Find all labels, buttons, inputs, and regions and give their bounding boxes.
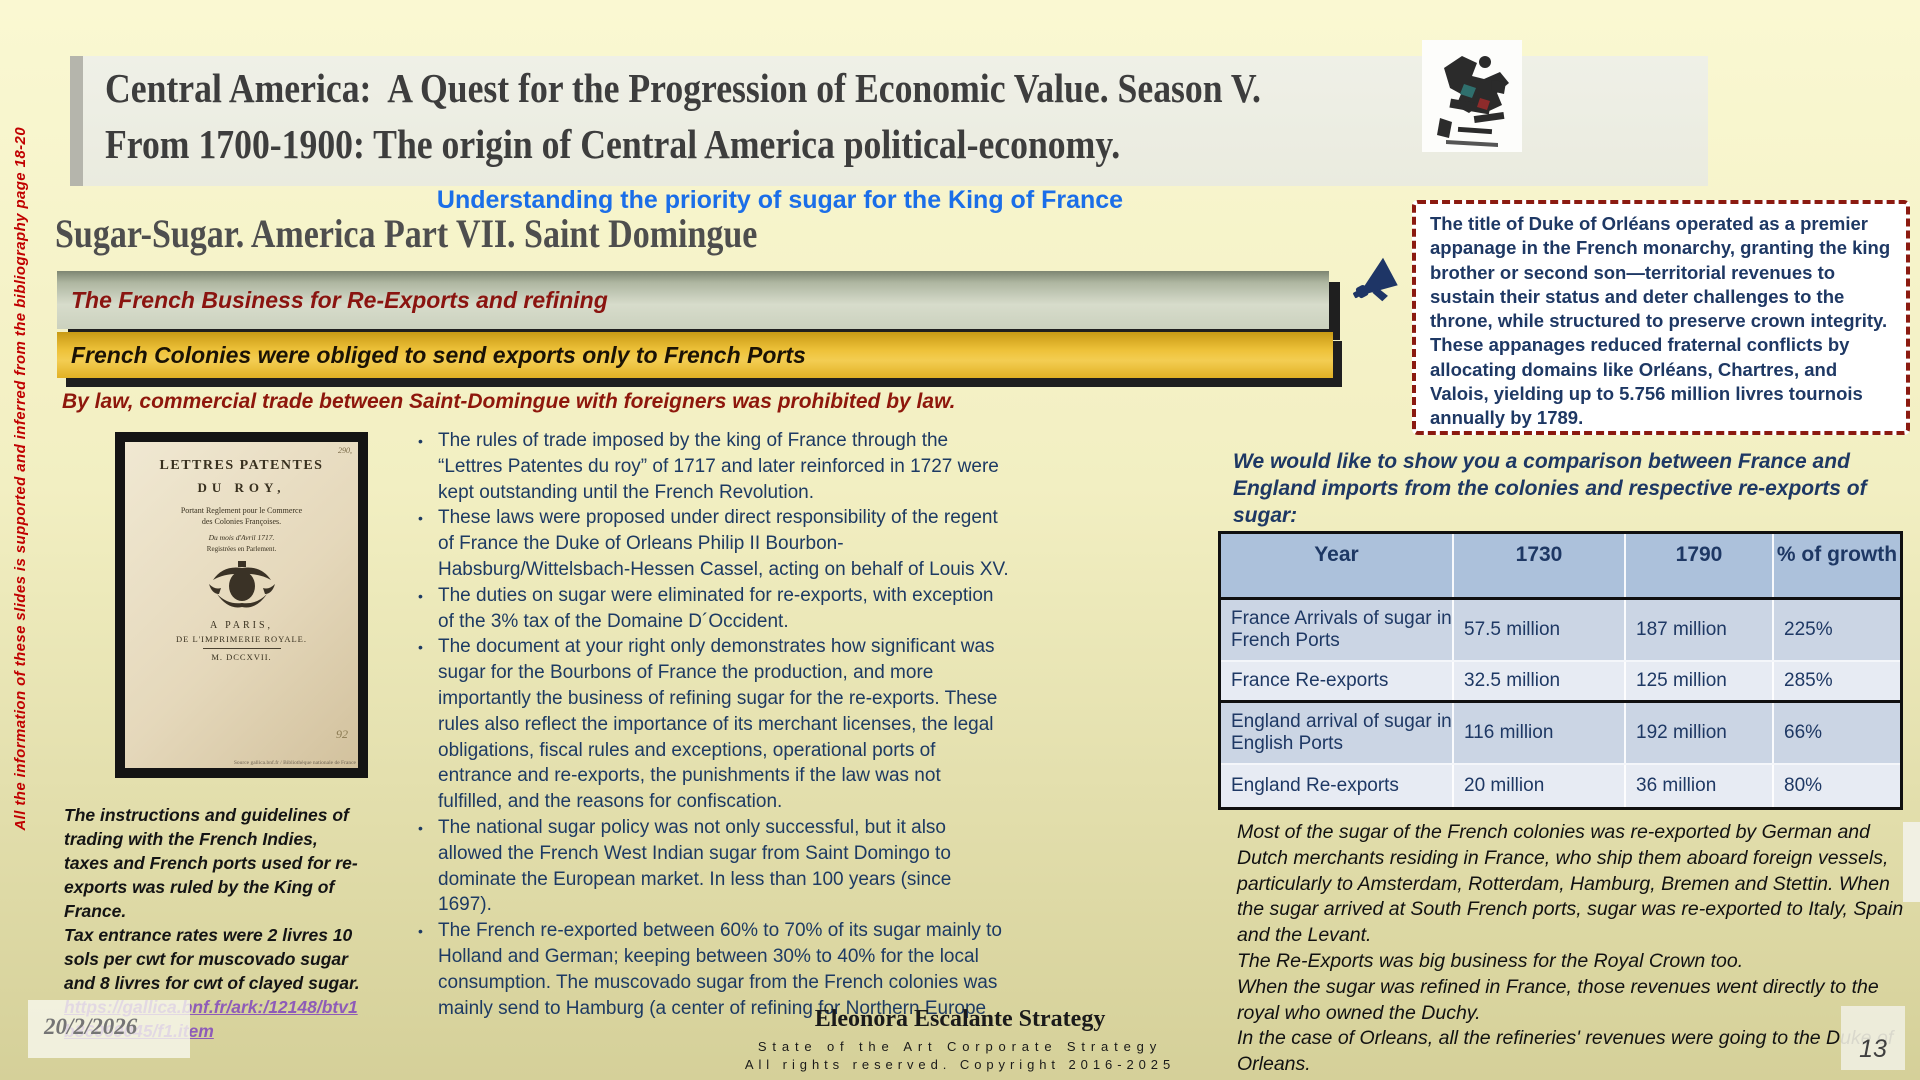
law-statement: By law, commercial trade between Saint-D… — [62, 390, 956, 413]
document-sub1: Portant Reglement pour le Commerce — [180, 506, 303, 515]
page-number-box: 13 — [1841, 1006, 1905, 1070]
yellow-banner-text: French Colonies were obliged to send exp… — [71, 341, 806, 368]
caption-text2: Tax entrance rates were 2 livres 10 sols… — [64, 925, 360, 993]
bullet-item: • The French re-exported between 60% to 7… — [418, 918, 1010, 1021]
row-label: France Arrivals of sugar in French Ports — [1221, 600, 1454, 660]
date-box: 20/2/2026 — [28, 1000, 190, 1058]
sidebar-note-text: All the information of these slides is s… — [11, 127, 29, 831]
table-row: England arrival of sugar in English Port… — [1221, 703, 1900, 765]
footer-tagline: State of the Art Corporate Strategy — [757, 1039, 1163, 1054]
document-rule — [202, 648, 281, 649]
document-title: LETTRES PATENTES — [159, 458, 324, 473]
document-source-strip: Source gallica.bnf.fr / Bibliothèque nat… — [233, 760, 356, 766]
bullet-marker-icon: • — [418, 639, 423, 656]
bullet-text: These laws were proposed under direct re… — [438, 507, 1009, 580]
table-header: Year — [1221, 534, 1454, 597]
cell-1790: 187 million — [1626, 600, 1774, 660]
footer: Eleonora Escalante Strategy State of the… — [560, 1006, 1360, 1072]
cell-1730: 32.5 million — [1454, 662, 1626, 700]
bullet-marker-icon: • — [418, 510, 423, 527]
table-header: 1730 — [1454, 534, 1626, 597]
bullet-text: The rules of trade imposed by the king o… — [438, 430, 999, 503]
table-header: 1790 — [1626, 534, 1774, 597]
bullet-text: The national sugar policy was not only s… — [438, 816, 952, 916]
bullet-item: • The duties on sugar were eliminated for… — [418, 583, 1010, 635]
bullet-list: • The rules of trade imposed by the king … — [418, 428, 1010, 1021]
cell-1790: 192 million — [1626, 703, 1774, 763]
paragraph-part: The Re-Exports was big business for the … — [1237, 949, 1744, 972]
row-label: England Re-exports — [1221, 765, 1454, 807]
cell-growth: 285% — [1784, 670, 1833, 691]
cell-growth: 80% — [1784, 775, 1823, 796]
document-handwritten-mark: 92 — [336, 727, 348, 741]
megaphone-icon — [1342, 250, 1412, 318]
cell-growth: 66% — [1784, 722, 1823, 743]
comparison-intro: We would like to show you a comparison b… — [1233, 450, 1867, 527]
ink-collage-icon — [1422, 40, 1522, 152]
bullet-marker-icon: • — [418, 923, 423, 940]
document-paris-line: A PARIS, — [209, 620, 274, 631]
table-row: France Arrivals of sugar in French Ports… — [1221, 600, 1900, 662]
caption-text1: The instructions and guidelines of tradi… — [64, 805, 358, 921]
cell-1790: 36 million — [1626, 765, 1774, 807]
paragraph-part: Most of the sugar of the French colonies… — [1237, 821, 1904, 947]
page-title-line1: Central America: A Quest for the Progres… — [105, 65, 1261, 111]
cell-1730: 20 million — [1454, 765, 1626, 807]
cell-growth: 225% — [1784, 619, 1833, 640]
lettres-patentes-image: 290, LETTRES PATENTES DU ROY, Portant Re… — [115, 432, 368, 778]
document-sub2: des Colonies Françoises. — [201, 517, 282, 526]
document-page: 290, LETTRES PATENTES DU ROY, Portant Re… — [125, 442, 358, 768]
bullet-marker-icon: • — [418, 433, 423, 449]
cell-1730: 57.5 million — [1454, 600, 1626, 660]
cell-1730: 116 million — [1454, 703, 1626, 763]
document-date-line: Du mois d'Avril 1717. — [208, 533, 275, 542]
table-row: England Re-exports 20 million 36 million… — [1221, 765, 1900, 807]
yellow-banner: French Colonies were obliged to send exp… — [57, 332, 1333, 378]
bullet-text: The French re-exported between 60% to 70… — [438, 920, 1002, 1019]
blue-subtitle: Understanding the priority of sugar for … — [436, 186, 1124, 214]
document-year-line: M. DCCXVII. — [211, 652, 272, 662]
sidebar-note: All the information of these slides is s… — [4, 88, 36, 870]
royal-crest-icon — [207, 560, 277, 612]
table-header: % of growth — [1776, 543, 1898, 566]
bullet-item: • The national sugar policy was not only … — [418, 815, 1010, 918]
green-banner: The French Business for Re-Exports and r… — [57, 271, 1329, 329]
footer-brand: Eleonora Escalante Strategy — [814, 1006, 1106, 1032]
bullet-item: • The rules of trade imposed by the king … — [418, 428, 1010, 505]
bullet-item: • These laws were proposed under direct r… — [418, 505, 1010, 582]
orleans-note-text: The title of Duke of Orléans operated as… — [1430, 213, 1891, 429]
bullet-marker-icon: • — [418, 587, 423, 604]
page-title-line2: From 1700-1900: The origin of Central Am… — [105, 121, 1121, 167]
document-corner-mark: 290, — [338, 446, 352, 455]
ink-collage-image — [1422, 40, 1522, 152]
bullet-text: The duties on sugar were eliminated for … — [438, 584, 994, 632]
bullet-marker-icon: • — [418, 819, 423, 836]
document-title2: DU ROY, — [197, 480, 286, 495]
table-row: France Re-exports 32.5 million 125 milli… — [1221, 662, 1900, 703]
orleans-note-box: The title of Duke of Orléans operated as… — [1412, 200, 1910, 435]
sugar-comparison-table: Year 1730 1790 % of growth France Arriva… — [1218, 531, 1903, 810]
bullet-item: • The document at your right only demonst… — [418, 634, 1010, 815]
cell-1790: 125 million — [1626, 662, 1774, 700]
bullet-text: The document at your right only demonstr… — [438, 636, 998, 813]
green-banner-text: The French Business for Re-Exports and r… — [71, 286, 608, 313]
footer-copyright: All rights reserved. Copyright 2016-2025 — [744, 1057, 1176, 1072]
slide-date: 20/2/2026 — [44, 1014, 138, 1039]
right-edge-tab — [1903, 822, 1920, 902]
page-number: 13 — [1859, 1035, 1887, 1063]
document-register-line: Registrées en Parlement. — [206, 545, 277, 553]
row-label: England arrival of sugar in English Port… — [1221, 703, 1454, 763]
section-title: Sugar-Sugar. America Part VII. Saint Dom… — [55, 211, 758, 256]
row-label: France Re-exports — [1221, 662, 1454, 700]
document-printer-line: DE L'IMPRIMERIE ROYALE. — [175, 634, 307, 644]
reexport-paragraph: Most of the sugar of the French colonies… — [1237, 820, 1917, 1078]
paragraph-part: When the sugar was refined in France, th… — [1237, 975, 1879, 1024]
table-header-row: Year 1730 1790 % of growth — [1221, 534, 1900, 600]
paragraph-part: In the case of Orleans, all the refineri… — [1237, 1027, 1894, 1076]
